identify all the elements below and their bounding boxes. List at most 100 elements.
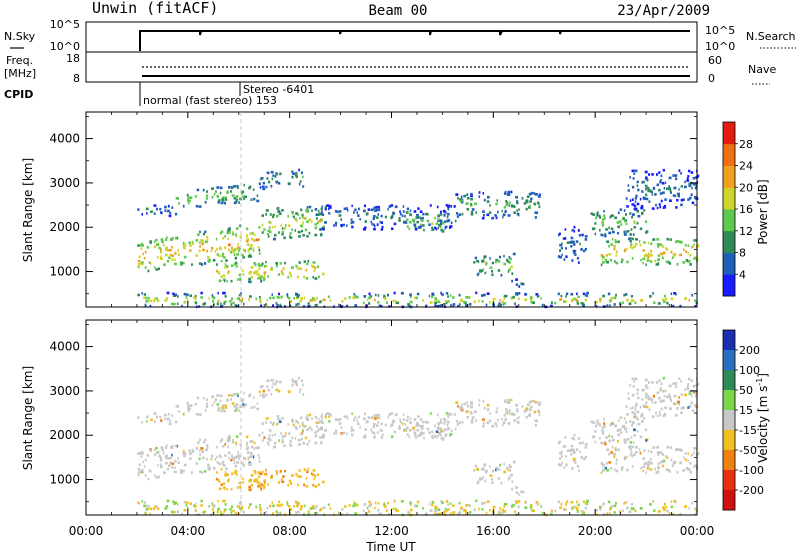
velocity-cell xyxy=(631,465,634,468)
power-cell xyxy=(375,206,377,209)
power-cell xyxy=(232,301,235,305)
power-cell xyxy=(373,215,376,218)
velocity-cell xyxy=(530,405,533,409)
velocity-cell xyxy=(262,389,265,393)
power-cell xyxy=(155,238,158,242)
velocity-cell xyxy=(497,512,500,516)
velocity-cell xyxy=(482,476,485,479)
velocity-cell xyxy=(149,507,153,511)
velocity-cell xyxy=(169,461,173,465)
power-cell xyxy=(224,235,226,238)
power-cell xyxy=(637,214,641,218)
power-cell xyxy=(696,174,700,178)
power-cell xyxy=(662,168,666,172)
velocity-cell xyxy=(417,424,420,427)
velocity-cell xyxy=(252,455,255,458)
velocity-cell xyxy=(620,468,623,472)
power-cell xyxy=(248,185,252,189)
power-cell xyxy=(341,300,344,303)
power-cell xyxy=(390,204,394,207)
colorbar-tick-label: -100 xyxy=(739,464,764,477)
velocity-cell xyxy=(247,456,250,460)
power-cell xyxy=(292,215,295,219)
velocity-cell xyxy=(680,406,684,410)
velocity-cell xyxy=(262,395,266,399)
power-cell xyxy=(573,251,576,255)
power-cell xyxy=(694,304,697,308)
power-cell xyxy=(631,213,635,216)
velocity-cell xyxy=(167,412,170,416)
velocity-cell xyxy=(232,458,236,461)
velocity-cell xyxy=(280,432,282,435)
power-cell xyxy=(257,238,260,241)
velocity-cell xyxy=(602,502,605,506)
velocity-cell xyxy=(503,470,507,474)
power-cell xyxy=(227,271,230,275)
velocity-cell xyxy=(196,396,200,400)
velocity-cell xyxy=(217,507,221,511)
velocity-cell xyxy=(314,434,318,438)
velocity-cell xyxy=(629,441,633,444)
velocity-cell xyxy=(691,409,695,413)
velocity-cell xyxy=(463,402,467,406)
velocity-cell xyxy=(656,446,660,449)
power-cell xyxy=(648,200,651,203)
velocity-cell xyxy=(329,507,332,510)
power-cell xyxy=(610,227,614,231)
velocity-cell xyxy=(537,409,540,413)
velocity-cell xyxy=(295,511,298,515)
velocity-cell xyxy=(517,421,520,425)
velocity-cell xyxy=(307,467,310,471)
power-cell xyxy=(663,186,666,190)
power-cell xyxy=(431,222,434,226)
velocity-cell xyxy=(470,418,474,422)
velocity-cell xyxy=(503,413,506,417)
velocity-cell xyxy=(649,468,653,471)
velocity-cell xyxy=(137,501,140,505)
power-cell xyxy=(523,202,527,205)
velocity-cell xyxy=(219,394,223,398)
power-cell xyxy=(174,293,177,297)
power-cell xyxy=(156,297,158,300)
velocity-cell xyxy=(268,428,271,432)
power-cell xyxy=(691,186,693,190)
power-cell xyxy=(254,263,257,267)
velocity-cell xyxy=(642,469,644,473)
velocity-cell xyxy=(369,503,373,506)
velocity-cell xyxy=(511,480,514,483)
velocity-cell xyxy=(258,456,261,460)
velocity-cell xyxy=(492,505,496,509)
power-cell xyxy=(642,196,645,200)
power-cell xyxy=(371,222,373,226)
power-cell xyxy=(298,168,300,172)
colorbar-swatch xyxy=(723,410,735,431)
velocity-cell xyxy=(197,441,200,444)
power-cell xyxy=(198,305,201,308)
velocity-cell xyxy=(458,501,461,505)
velocity-cell xyxy=(515,403,519,407)
velocity-cell xyxy=(189,404,193,407)
power-cell xyxy=(657,262,660,266)
velocity-cell xyxy=(241,477,244,481)
power-cell xyxy=(287,297,291,300)
velocity-cell xyxy=(656,414,659,418)
power-cell xyxy=(524,298,528,301)
velocity-cell xyxy=(388,513,391,516)
velocity-cell xyxy=(217,409,220,412)
power-cell xyxy=(565,247,568,250)
power-cell xyxy=(491,216,495,220)
velocity-cell xyxy=(668,395,672,398)
velocity-cell xyxy=(172,500,175,504)
velocity-cell xyxy=(612,438,615,442)
power-cell xyxy=(302,233,305,237)
velocity-cell xyxy=(390,424,393,428)
velocity-cell xyxy=(169,446,173,449)
power-cell xyxy=(233,185,236,188)
velocity-cell xyxy=(630,507,633,510)
power-cell xyxy=(328,207,330,211)
power-cell xyxy=(216,302,219,306)
velocity-cell xyxy=(370,428,372,432)
power-cell xyxy=(425,212,427,216)
power-cell xyxy=(266,298,269,302)
